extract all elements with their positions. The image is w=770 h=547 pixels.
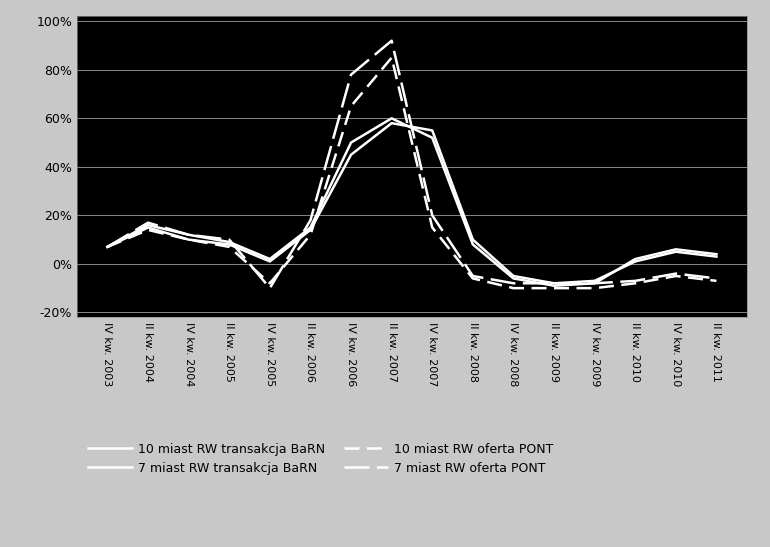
7 miast RW oferta PONT [590,280,599,287]
7 miast RW transakcja BaRN [225,238,234,245]
7 miast RW transakcja BaRN [143,222,152,228]
7 miast RW transakcja BaRN [387,115,397,121]
10 miast RW oferta PONT [671,273,681,280]
7 miast RW oferta PONT [143,219,152,226]
7 miast RW transakcja BaRN [468,241,477,248]
7 miast RW transakcja BaRN [509,275,518,282]
10 miast RW transakcja BaRN [711,253,721,260]
10 miast RW transakcja BaRN [346,152,356,158]
10 miast RW oferta PONT [550,285,559,292]
10 miast RW transakcja BaRN [509,273,518,280]
10 miast RW oferta PONT [631,280,640,287]
7 miast RW oferta PONT [306,217,315,224]
7 miast RW transakcja BaRN [346,139,356,146]
10 miast RW oferta PONT [143,226,152,233]
10 miast RW transakcja BaRN [184,236,193,243]
10 miast RW transakcja BaRN [225,241,234,248]
7 miast RW oferta PONT [711,275,721,282]
10 miast RW transakcja BaRN [468,236,477,243]
10 miast RW transakcja BaRN [671,248,681,255]
7 miast RW oferta PONT [265,285,274,292]
10 miast RW oferta PONT [590,285,599,292]
Line: 10 miast RW oferta PONT: 10 miast RW oferta PONT [108,57,716,288]
7 miast RW oferta PONT [387,37,397,44]
10 miast RW transakcja BaRN [306,226,315,233]
7 miast RW transakcja BaRN [265,256,274,263]
7 miast RW transakcja BaRN [103,243,112,250]
7 miast RW oferta PONT [509,280,518,287]
10 miast RW transakcja BaRN [103,243,112,250]
10 miast RW transakcja BaRN [590,277,599,284]
Line: 7 miast RW oferta PONT: 7 miast RW oferta PONT [108,40,716,288]
10 miast RW transakcja BaRN [427,127,437,133]
Line: 7 miast RW transakcja BaRN: 7 miast RW transakcja BaRN [108,118,716,286]
7 miast RW transakcja BaRN [184,231,193,238]
7 miast RW transakcja BaRN [306,224,315,231]
10 miast RW oferta PONT [509,285,518,292]
7 miast RW transakcja BaRN [427,135,437,141]
Line: 10 miast RW transakcja BaRN: 10 miast RW transakcja BaRN [108,123,716,283]
7 miast RW oferta PONT [671,270,681,277]
10 miast RW oferta PONT [306,231,315,238]
7 miast RW oferta PONT [631,277,640,284]
10 miast RW oferta PONT [103,243,112,250]
10 miast RW oferta PONT [427,224,437,231]
10 miast RW oferta PONT [468,275,477,282]
7 miast RW oferta PONT [468,273,477,280]
7 miast RW transakcja BaRN [550,282,559,289]
10 miast RW transakcja BaRN [387,120,397,126]
10 miast RW transakcja BaRN [265,258,274,265]
10 miast RW transakcja BaRN [550,280,559,287]
7 miast RW oferta PONT [184,231,193,238]
10 miast RW oferta PONT [711,277,721,284]
10 miast RW oferta PONT [184,236,193,243]
7 miast RW transakcja BaRN [590,280,599,287]
Legend: 10 miast RW transakcja BaRN, 7 miast RW transakcja BaRN, 10 miast RW oferta PONT: 10 miast RW transakcja BaRN, 7 miast RW … [83,438,558,480]
7 miast RW oferta PONT [225,236,234,243]
7 miast RW oferta PONT [346,71,356,78]
7 miast RW oferta PONT [427,212,437,219]
7 miast RW transakcja BaRN [631,256,640,263]
7 miast RW oferta PONT [103,243,112,250]
10 miast RW transakcja BaRN [143,224,152,231]
10 miast RW oferta PONT [265,280,274,287]
7 miast RW oferta PONT [550,280,559,287]
10 miast RW oferta PONT [387,54,397,61]
7 miast RW transakcja BaRN [671,246,681,253]
10 miast RW oferta PONT [225,243,234,250]
7 miast RW transakcja BaRN [711,251,721,258]
10 miast RW oferta PONT [346,103,356,109]
10 miast RW transakcja BaRN [631,258,640,265]
